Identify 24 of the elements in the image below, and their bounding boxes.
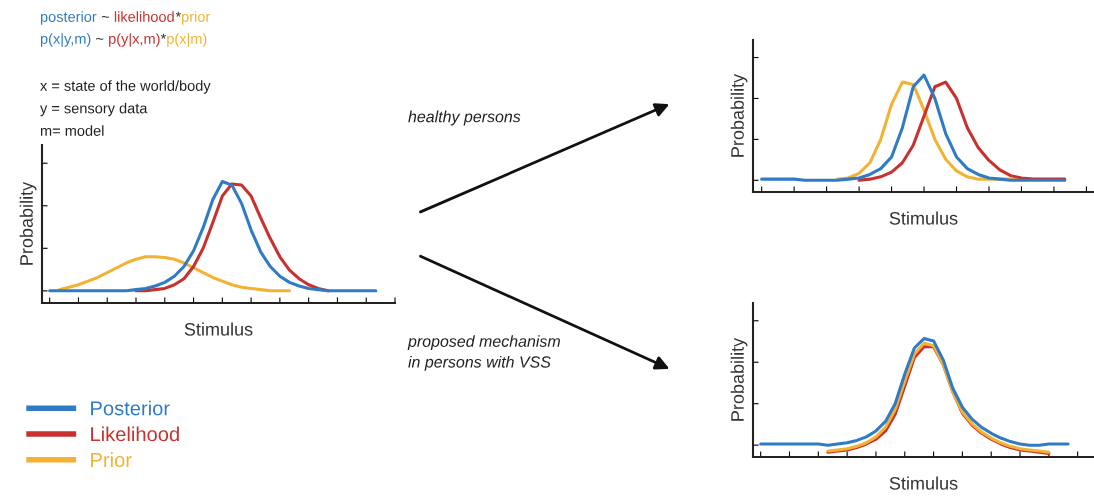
text: x = state of the world/body: [40, 80, 211, 94]
text: healthy persons: [408, 110, 521, 126]
x-axis-title: Stimulus: [889, 476, 958, 490]
y-axis-title: Probability: [730, 73, 748, 157]
text: p(x|m): [167, 33, 207, 47]
legend-label: Likelihood: [91, 426, 179, 442]
text: posterior: [40, 11, 97, 25]
x-axis-title: Stimulus: [889, 211, 958, 225]
text: p(y|x,m): [109, 33, 160, 47]
legend-label: Prior: [91, 452, 132, 468]
text: *: [160, 33, 167, 39]
text: y = sensory data: [40, 102, 148, 117]
text: proposed mechanism in persons with VSS: [407, 335, 560, 371]
x-axis-title: Stimulus: [184, 322, 253, 336]
text: *: [175, 11, 181, 17]
text: prior: [182, 11, 211, 25]
text: ~: [101, 16, 110, 18]
y-axis-title: Probability: [730, 337, 748, 421]
y-axis-title: Probability: [19, 181, 37, 265]
text: m= model: [40, 125, 104, 136]
text: p(x|y,m): [40, 33, 91, 47]
legend-label: Posterior: [91, 400, 170, 416]
text: ~: [96, 38, 104, 40]
text: likelihood: [114, 11, 174, 22]
